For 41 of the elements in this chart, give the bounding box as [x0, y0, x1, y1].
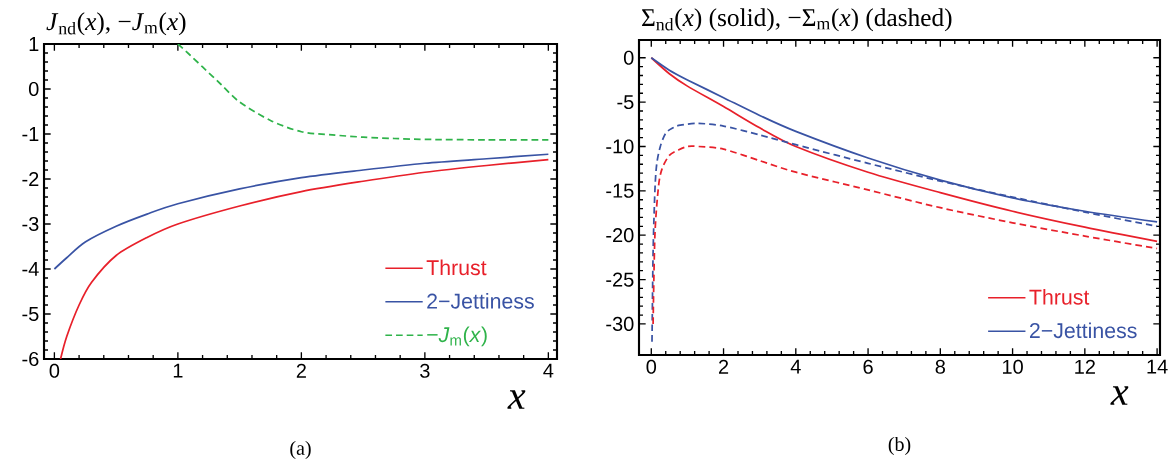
legend-label: 2−Jettiness	[427, 293, 534, 309]
line-series	[177, 44, 550, 141]
y-tick-label: -15	[606, 183, 634, 198]
x-tick-label: 0	[646, 359, 657, 374]
y-tick-label: -5	[22, 307, 39, 321]
y-tick-label: 0	[623, 50, 634, 65]
text: (b)	[888, 436, 911, 456]
text: (a)	[290, 440, 311, 460]
x-tick-label: 2	[718, 359, 729, 374]
x-tick-label: 1	[173, 363, 183, 378]
y-tick-label: 0	[28, 81, 39, 97]
x-tick-label: 10	[1002, 359, 1023, 374]
x-tick-label: 0	[49, 363, 60, 378]
x-axis-title: x	[507, 390, 526, 409]
y-tick-label: -30	[606, 316, 634, 332]
chart-title: Σ$_{nd}$(x) (solid), −Σ$_{m}$(x) (dashed)	[642, 8, 952, 32]
x-tick-label: 3	[420, 363, 430, 378]
y-tick-label: -20	[606, 228, 634, 243]
y-tick-label: -5	[617, 95, 634, 110]
y-tick-label: -10	[606, 139, 634, 154]
chart-title: J$_{nd}$(x), −J$_{m}$(x)	[46, 12, 186, 36]
x-tick-label: 2	[296, 363, 306, 378]
y-tick-label: -3	[22, 216, 39, 232]
legend-label: Thrust	[426, 259, 487, 276]
x-tick-label: 8	[935, 359, 946, 374]
x-tick-label: 14	[1147, 359, 1168, 374]
legend-label: 2−Jettiness	[1029, 322, 1137, 339]
line-series	[59, 158, 550, 359]
y-tick-label: -1	[22, 127, 39, 141]
x-tick-label: 6	[863, 359, 873, 374]
y-tick-label: -6	[22, 351, 39, 367]
y-tick-label: 1	[29, 37, 39, 51]
x-tick-label: 12	[1075, 359, 1095, 374]
x-axis-title: x	[1110, 386, 1129, 405]
x-tick-label: 4	[543, 363, 554, 378]
x-tick-label: 4	[790, 359, 801, 374]
y-tick-label: -2	[22, 172, 39, 186]
y-tick-label: -25	[606, 272, 634, 287]
legend-label: −J$_{m}$(x)	[427, 326, 487, 347]
y-tick-label: -4	[22, 262, 39, 276]
legend-label: Thrust	[1029, 289, 1090, 305]
